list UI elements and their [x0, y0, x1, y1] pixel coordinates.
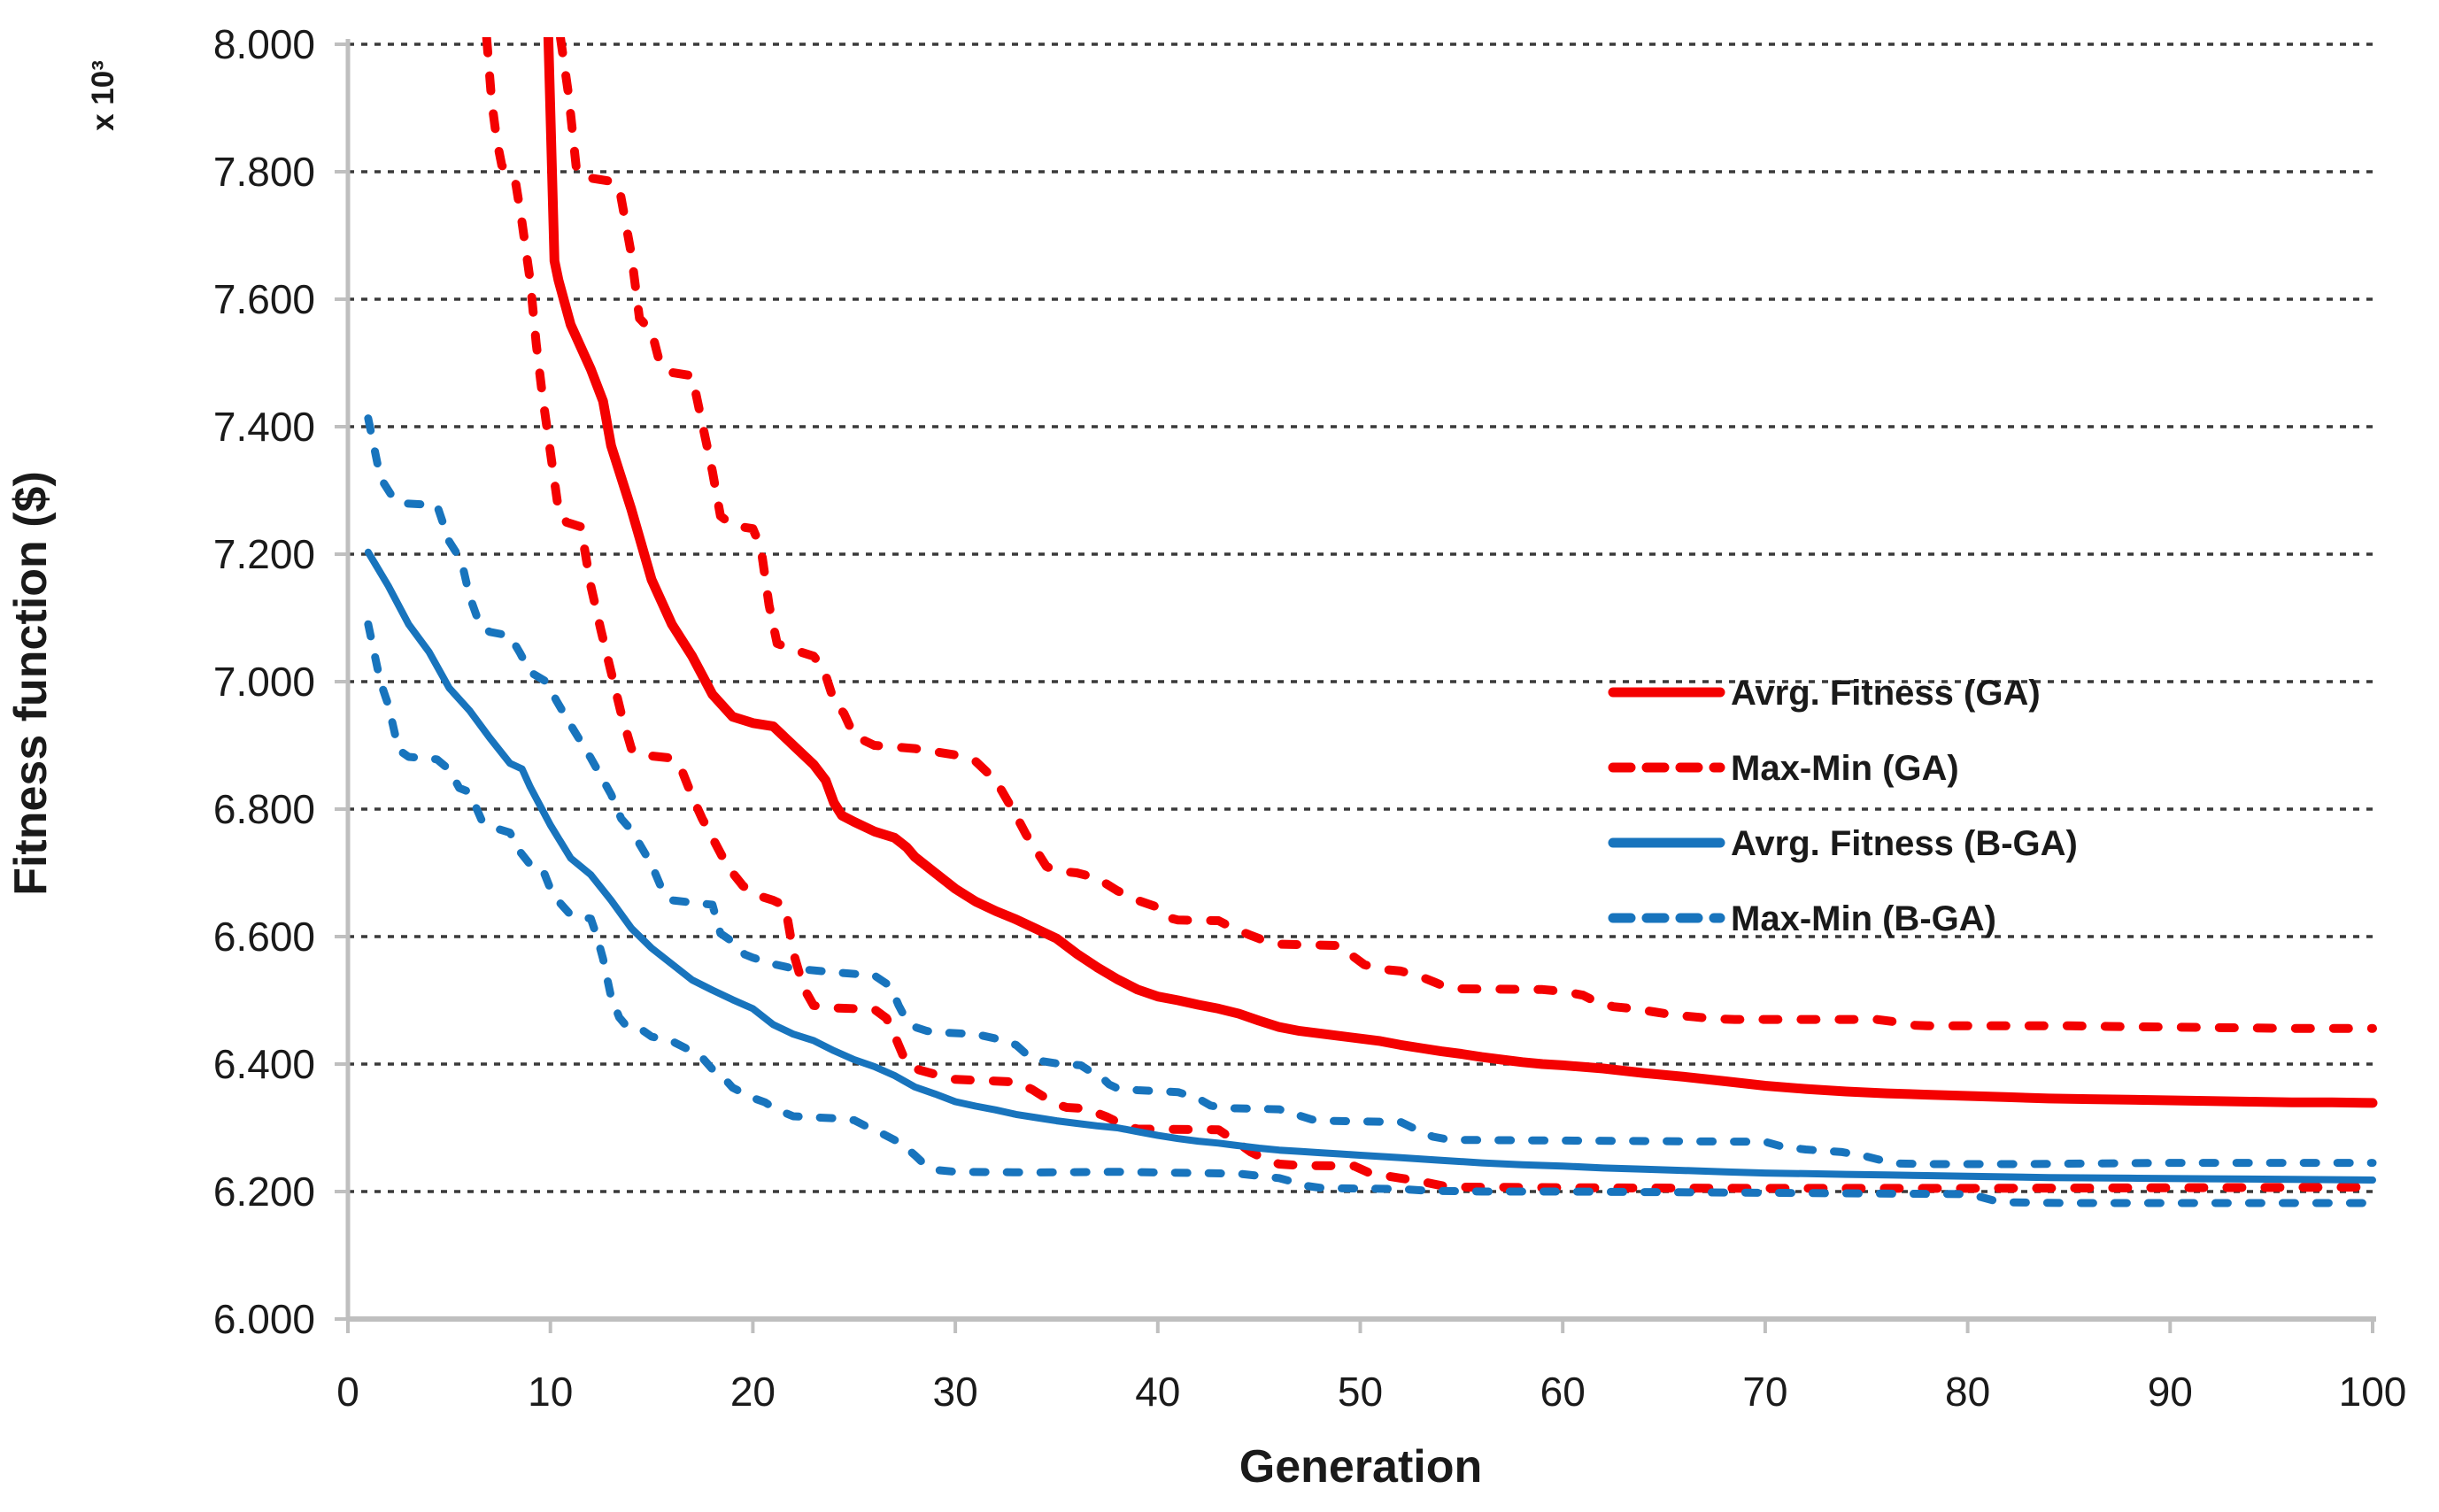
x-axis-title: Generation: [1239, 1441, 1483, 1493]
series-bga-avg: [364, 548, 2376, 1184]
y-tick-label: 7.000: [213, 659, 315, 705]
legend-entry-label: Max-Min (GA): [1731, 749, 1959, 788]
y-tick-label: 6.800: [213, 786, 315, 832]
y-tick-label: 6.000: [213, 1296, 315, 1342]
x-tick-label: 60: [1540, 1369, 1586, 1415]
y-tick-label: 7.400: [213, 404, 315, 450]
x-tick-label: 80: [1945, 1369, 1990, 1415]
x-tick-label: 20: [730, 1369, 776, 1415]
legend-entry-label: Avrg. Fitness (B-GA): [1731, 824, 2078, 863]
y-tick-label: 7.800: [213, 149, 315, 195]
series-ga-min: [482, 37, 2377, 1193]
series-ga-max: [556, 37, 2377, 1033]
series-bga-min: [364, 620, 2377, 1207]
y-axis-title: Fitness function ($): [5, 471, 57, 896]
axes: [345, 39, 2376, 1322]
y-tick-label: 6.600: [213, 914, 315, 960]
y-tick-label: 8.000: [213, 21, 315, 67]
x-tick-label: 100: [2339, 1369, 2407, 1415]
horizontal-gridlines: [348, 42, 2373, 1193]
legend-entry-label: Avrg. Fitness (GA): [1731, 674, 2041, 713]
y-tick-label: 6.200: [213, 1169, 315, 1215]
x-axis-tick-labels: 0 10 20 30 40 50 60 70 80 90 100: [336, 1369, 2406, 1415]
legend-entry-label: Max-Min (B-GA): [1731, 899, 1996, 938]
x-tick-label: 40: [1135, 1369, 1180, 1415]
series-bga-max: [364, 414, 2377, 1169]
x-axis-ticks: [346, 1319, 2374, 1333]
y-tick-label: 7.200: [213, 531, 315, 577]
y-tick-label: 7.600: [213, 276, 315, 322]
x-tick-label: 30: [933, 1369, 978, 1415]
x-tick-label: 0: [336, 1369, 359, 1415]
data-series-curves: [364, 37, 2378, 1207]
x-tick-label: 50: [1338, 1369, 1383, 1415]
x-tick-label: 90: [2148, 1369, 2193, 1415]
x-tick-label: 70: [1742, 1369, 1787, 1415]
chart-legend: Avrg. Fitness (GA) Max-Min (GA) Avrg. Fitn…: [1608, 674, 2078, 938]
y-axis-tick-labels: 6.000 6.200 6.400 6.600 6.800 7.000 7.200 7.400…: [213, 21, 315, 1342]
y-tick-label: 6.400: [213, 1041, 315, 1087]
y-axis-multiplier-label: x 10³: [86, 60, 120, 131]
series-ga-avg: [543, 37, 2378, 1108]
x-tick-label: 10: [528, 1369, 573, 1415]
